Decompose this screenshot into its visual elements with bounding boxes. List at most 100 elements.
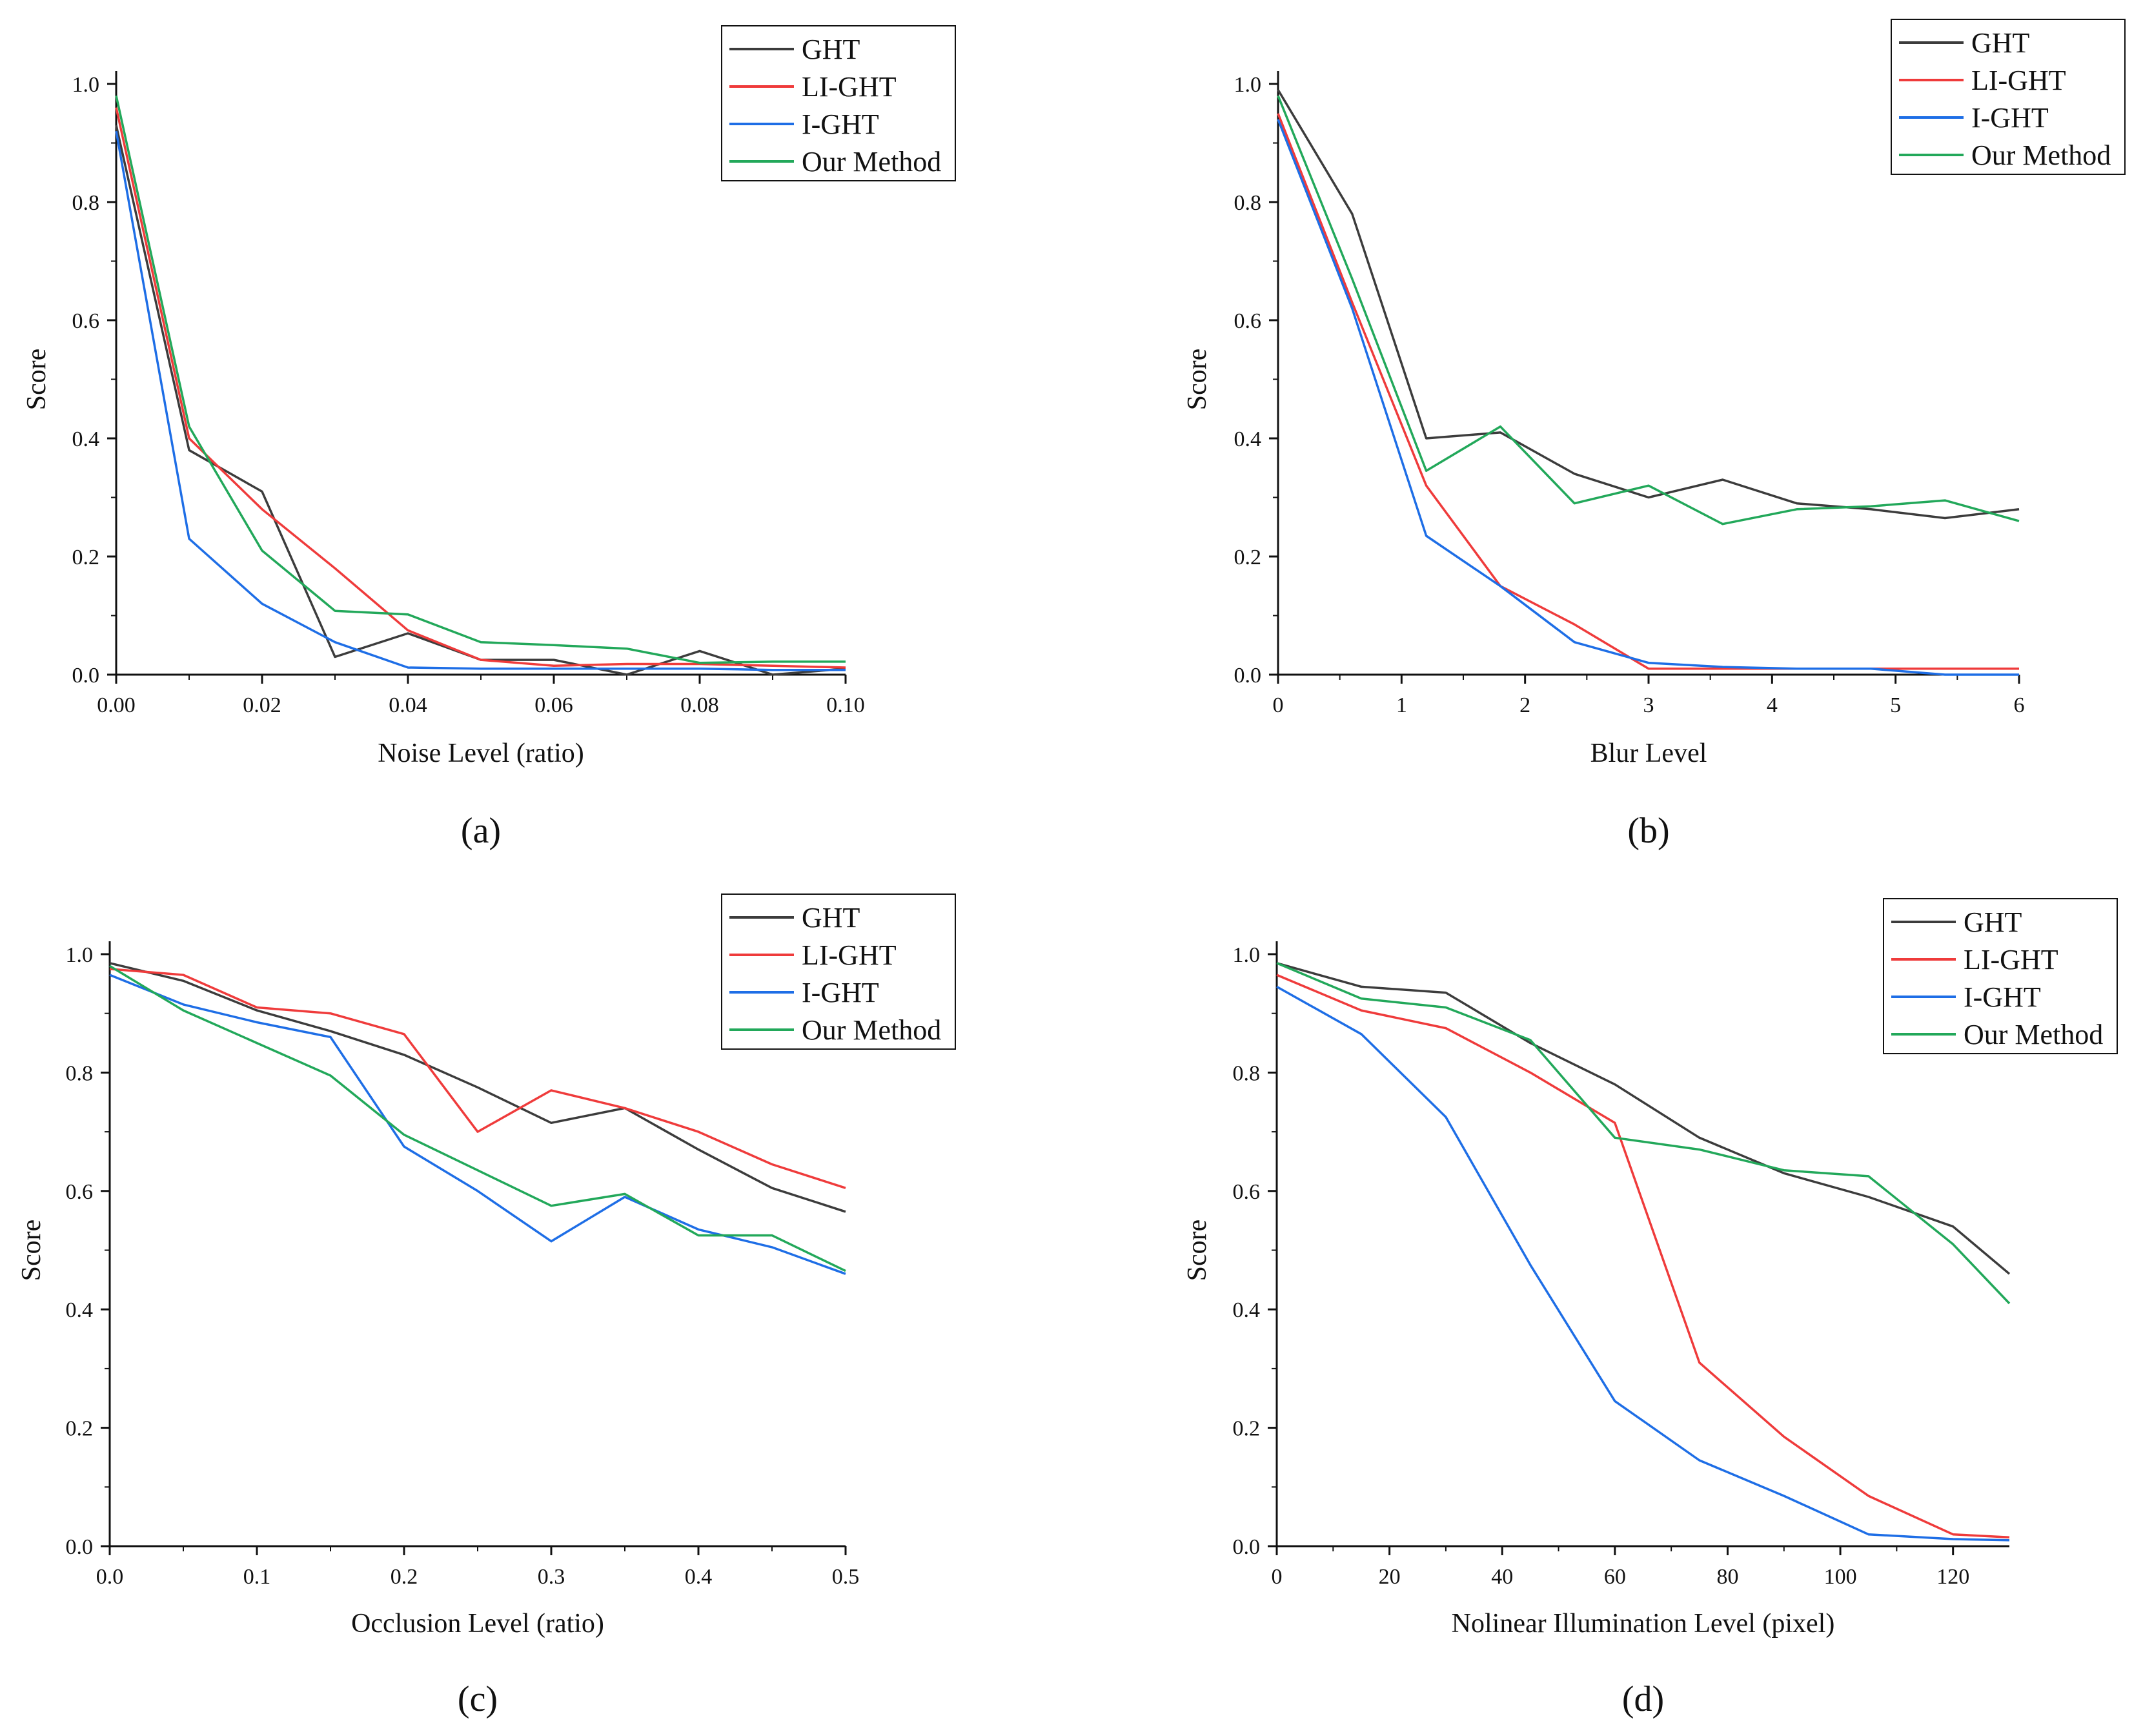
y-tick-label: 0.8 [1233,1061,1261,1085]
legend-label-i-ght: I-GHT [802,977,879,1008]
x-tick-label: 0.5 [832,1565,860,1589]
panel-caption: (c) [458,1679,498,1719]
x-tick-label: 0.0 [96,1565,124,1589]
legend-label-ght: GHT [1971,27,2030,59]
legend-label-our-method: Our Method [802,1014,941,1046]
legend-label-ght: GHT [802,34,860,65]
panel-caption: (a) [461,811,501,851]
x-tick-label: 0.06 [534,693,573,717]
series-line-our-method [1276,962,2011,1305]
y-tick-label: 0.2 [66,1417,94,1441]
series-line-i-ght [1276,985,2010,1542]
x-tick-label: 0.02 [243,693,281,717]
series-line-our-method [115,95,846,664]
y-axis-label: Score [22,349,52,411]
x-tick-label: 40 [1491,1565,1513,1589]
legend-box [1883,898,2118,1054]
x-tick-label: 100 [1824,1565,1857,1589]
legend-label-i-ght: I-GHT [1971,102,2049,134]
y-tick-label: 1.0 [1233,943,1261,967]
legend-label-i-ght: I-GHT [1964,981,2041,1013]
x-tick-label: 0 [1272,1565,1283,1589]
legend-label-ght: GHT [1964,906,2022,938]
legend: GHT LI-GHT I-GHT Our Method [1883,898,2118,1054]
panel-a: 0.00 0.02 0.04 0.06 0.08 0.10 0.0 0.2 0.4 0.6 0.8 1… [22,25,956,851]
x-tick-label: 0.2 [391,1565,418,1589]
y-tick-label: 1.0 [72,73,100,97]
x-tick-label: 5 [1890,693,1901,717]
y-tick-label: 0.4 [1234,427,1262,451]
legend-label-li-ght: LI-GHT [802,939,897,971]
x-tick-label: 1 [1396,693,1407,717]
legend: GHT LI-GHT I-GHT Our Method [721,894,956,1050]
y-tick-label: 0.6 [66,1180,94,1204]
legend: GHT LI-GHT I-GHT Our Method [1891,19,2126,175]
x-axis-label: Noise Level (ratio) [378,739,584,768]
y-tick-label: 0.4 [66,1298,94,1322]
y-tick-label: 0.0 [1234,664,1262,688]
y-tick-label: 0.8 [66,1061,94,1085]
panel-b: 0 1 2 3 4 5 6 0.0 0.2 0.4 0.6 0.8 1.0 Blur Level Score… [1183,19,2126,851]
y-tick-label: 0.4 [1233,1298,1261,1322]
x-tick-label: 0.3 [538,1565,565,1589]
legend-label-li-ght: LI-GHT [1971,65,2066,96]
y-tick-label: 1.0 [66,943,94,967]
x-tick-label: 0.04 [389,693,427,717]
legend-label-ght: GHT [802,902,860,934]
y-tick-label: 1.0 [1234,73,1262,97]
y-tick-label: 0.8 [1234,191,1262,215]
series-line-our-method [1277,95,2020,526]
legend: GHT LI-GHT I-GHT Our Method [721,25,956,181]
y-tick-label: 0.2 [72,546,100,569]
y-tick-label: 0.2 [1233,1417,1261,1441]
legend-label-i-ght: I-GHT [802,108,879,140]
y-tick-label: 0.2 [1234,546,1262,569]
legend-box [721,25,956,181]
legend-label-our-method: Our Method [1971,139,2111,171]
x-tick-label: 4 [1767,693,1778,717]
legend-label-our-method: Our Method [1964,1019,2103,1050]
x-tick-label: 80 [1716,1565,1738,1589]
y-axis-label: Score [1183,349,1212,411]
series-line-li-ght [115,107,846,669]
x-tick-label: 2 [1519,693,1530,717]
series-line-li-ght [1277,113,2019,670]
series-line-ght [115,125,846,676]
x-tick-label: 0.4 [685,1565,713,1589]
series-line-ght [109,962,846,1213]
x-tick-label: 0 [1273,693,1284,717]
y-tick-label: 0.4 [72,427,100,451]
series-line-our-method [109,965,846,1272]
x-tick-label: 0.10 [826,693,865,717]
y-tick-label: 0.6 [1234,309,1262,333]
legend-label-li-ght: LI-GHT [1964,944,2058,975]
series-line-li-ght [109,968,846,1189]
panel-caption: (d) [1622,1679,1664,1719]
y-tick-label: 0.0 [72,664,100,688]
legend-box [721,894,956,1050]
series-line-li-ght [1276,974,2010,1538]
x-tick-label: 120 [1936,1565,1969,1589]
y-tick-label: 0.8 [72,191,100,215]
x-axis-label: Nolinear Illumination Level (pixel) [1452,1609,1835,1639]
y-axis-label: Score [1183,1220,1212,1282]
y-tick-label: 0.0 [66,1535,94,1559]
x-axis-label: Occlusion Level (ratio) [351,1609,604,1639]
series-line-i-ght [1277,119,2019,676]
y-tick-label: 0.6 [1233,1180,1261,1204]
panel-c: 0.0 0.1 0.2 0.3 0.4 0.5 0.0 0.2 0.4 0.6 0.8 1.0 Occl… [17,894,956,1719]
x-tick-label: 0.1 [243,1565,271,1589]
legend-box [1891,19,2126,175]
x-tick-label: 20 [1379,1565,1401,1589]
legend-label-li-ght: LI-GHT [802,71,897,103]
series-line-ght [1277,89,2020,520]
series-line-ght [1276,962,2011,1275]
x-tick-label: 0.08 [680,693,719,717]
panel-d: 0 20 40 60 80 100 120 0.0 0.2 0.4 0.6 0.8 1.0 Nolinea… [1183,898,2118,1719]
x-tick-label: 0.00 [97,693,136,717]
x-tick-label: 3 [1643,693,1654,717]
panel-caption: (b) [1627,811,1669,851]
y-axis-label: Score [17,1220,46,1282]
series-line-i-ght [115,130,846,671]
